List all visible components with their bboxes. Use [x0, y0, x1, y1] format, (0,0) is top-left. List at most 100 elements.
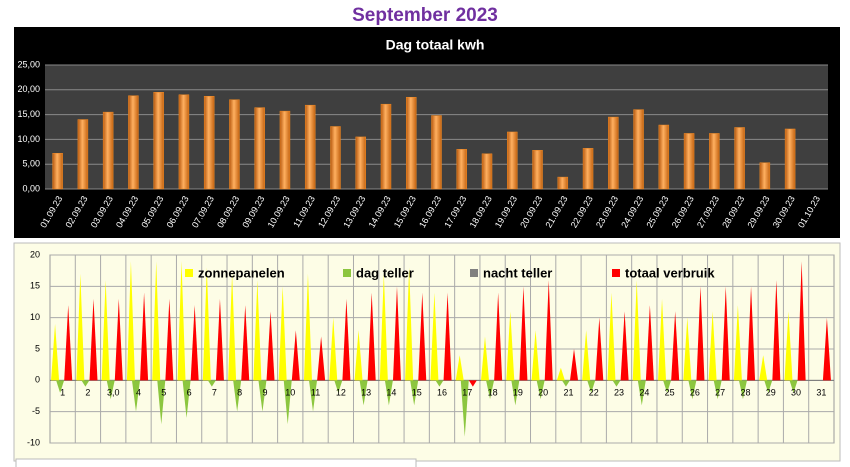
spike: [334, 380, 343, 393]
x-tick-label: 11: [311, 387, 320, 397]
bar: [203, 95, 215, 190]
spike: [587, 380, 596, 393]
y-tick-label: 15: [30, 281, 40, 291]
spike: [536, 380, 545, 400]
spike: [683, 317, 692, 381]
x-tick-label: 8: [237, 387, 242, 397]
legend-swatch: [470, 269, 478, 277]
x-tick-label: 5: [161, 387, 166, 397]
y-tick-label: -5: [32, 406, 40, 416]
x-tick-label: 16: [437, 387, 447, 397]
legend-label: zonnepanelen: [198, 265, 285, 280]
spike: [435, 380, 444, 387]
spike: [671, 311, 680, 381]
spike: [152, 261, 161, 381]
y-tick-label: 10,00: [17, 134, 40, 144]
y-tick-label: 25,00: [17, 59, 40, 69]
x-tick-label: 22: [589, 387, 599, 397]
bar: [77, 119, 89, 190]
x-tick-label: 7: [212, 387, 217, 397]
spike: [612, 380, 621, 387]
bar: [254, 107, 265, 190]
spike: [430, 292, 439, 381]
spike: [165, 298, 174, 381]
spike: [202, 267, 211, 381]
spike: [51, 323, 60, 381]
bar: [330, 126, 341, 190]
x-tick-label: 15: [412, 387, 422, 397]
spike: [418, 292, 427, 381]
y-tick-label: 5: [35, 343, 40, 353]
x-tick-label: 25: [665, 387, 675, 397]
spike: [595, 317, 604, 381]
spike: [632, 280, 641, 381]
spike: [182, 380, 191, 418]
y-tick-label: -10: [27, 437, 40, 447]
spike: [663, 380, 672, 393]
bar: [128, 95, 139, 190]
spike: [797, 261, 806, 381]
spike: [645, 305, 654, 381]
bar: [734, 127, 745, 190]
x-tick-label: 10: [285, 387, 295, 397]
spike: [789, 380, 798, 393]
spike: [561, 380, 570, 387]
spike: [329, 317, 338, 381]
spike: [708, 311, 717, 381]
spike: [696, 286, 705, 381]
spike: [56, 380, 65, 393]
x-tick-label: 3,0: [107, 387, 120, 397]
spike: [81, 380, 90, 387]
bar: [481, 153, 493, 190]
spike: [367, 292, 376, 381]
bar: [582, 148, 594, 190]
bar: [405, 96, 417, 190]
spike: [511, 380, 520, 406]
x-tick-label: 31: [816, 387, 826, 397]
spike: [570, 349, 579, 381]
y-tick-label: 0,00: [22, 183, 40, 193]
bar: [658, 124, 670, 190]
spike: [544, 280, 553, 381]
spike: [582, 330, 591, 381]
spike: [519, 286, 528, 381]
spike: [253, 280, 262, 381]
x-tick-label: 29: [766, 387, 776, 397]
spike: [283, 380, 292, 425]
spike: [233, 380, 242, 412]
bar: [52, 153, 63, 190]
x-tick-label: 14: [386, 387, 396, 397]
bar: [102, 111, 114, 190]
spike: [747, 286, 756, 381]
spike: [101, 280, 110, 381]
bar: [304, 104, 316, 190]
bar: [456, 149, 468, 190]
x-tick-label: 4: [136, 387, 141, 397]
spike: [114, 298, 123, 381]
spike: [309, 380, 318, 412]
spike: [207, 380, 216, 387]
bar: [532, 150, 543, 190]
spike: [215, 298, 224, 381]
spike: [759, 355, 768, 381]
x-tick-label: 12: [336, 387, 346, 397]
y-tick-label: 20: [30, 249, 40, 259]
spike: [384, 380, 393, 406]
y-tick-label: 0: [35, 375, 40, 385]
panel: [15, 458, 417, 467]
spike: [291, 330, 300, 381]
bar: [557, 176, 569, 190]
spike: [494, 292, 503, 381]
spike: [822, 317, 831, 381]
spike: [392, 286, 401, 381]
spike: [455, 355, 464, 381]
spike: [506, 311, 515, 381]
bar: [709, 133, 720, 190]
legend-label: dag teller: [356, 265, 414, 280]
spike: [620, 311, 629, 381]
x-tick-label: 13: [361, 387, 371, 397]
x-tick-label: 1: [60, 387, 65, 397]
spike: [721, 286, 730, 381]
spike: [405, 267, 414, 381]
